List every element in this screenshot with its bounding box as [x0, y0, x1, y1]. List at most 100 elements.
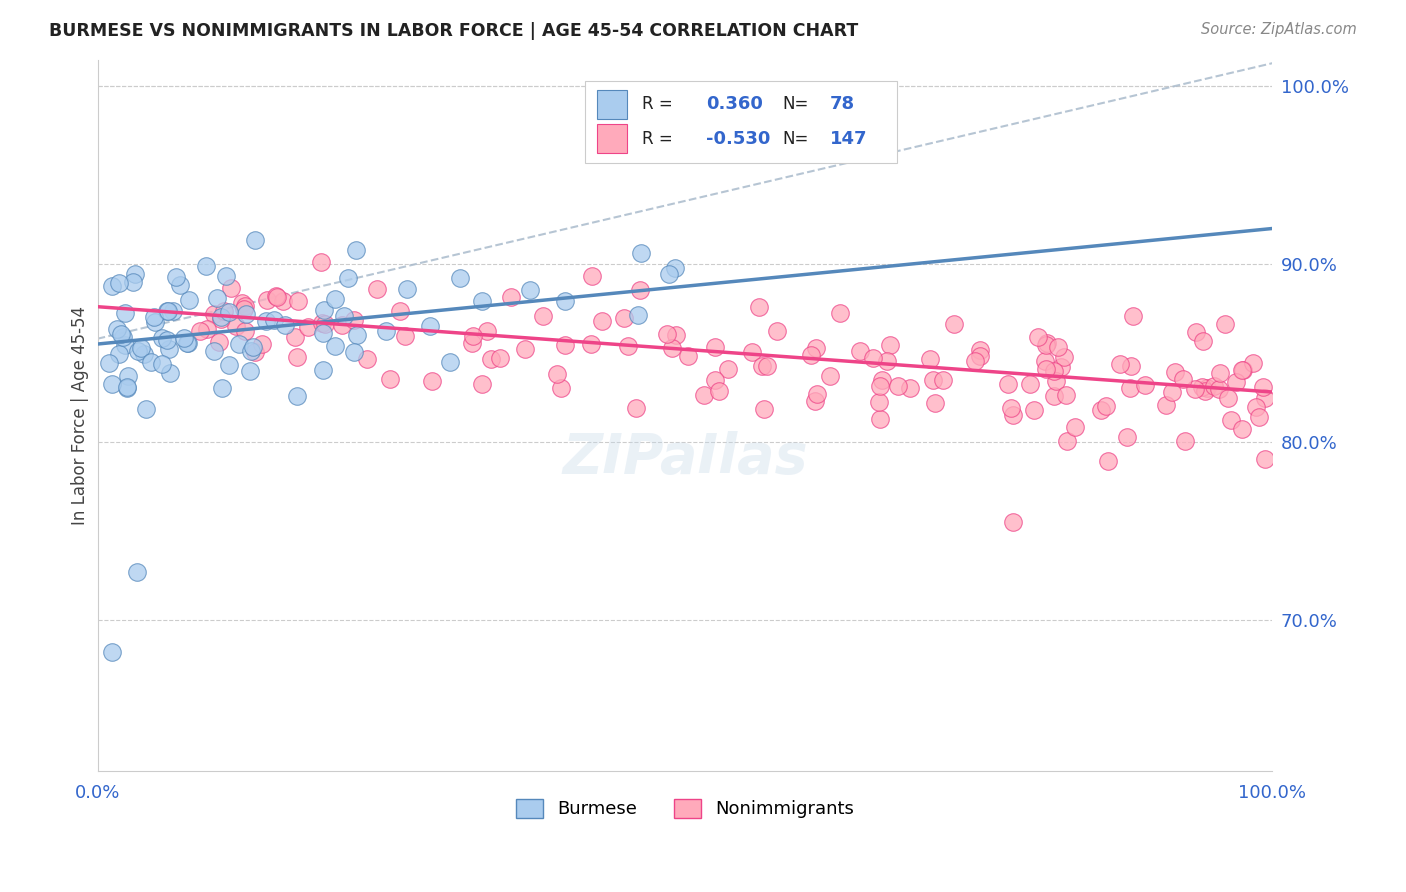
Point — [343, 313, 366, 327]
Point — [1033, 354, 1056, 368]
Point — [1192, 334, 1215, 349]
Point — [122, 275, 145, 289]
Point — [333, 310, 356, 324]
Point — [145, 315, 167, 329]
Point — [114, 305, 136, 319]
Point — [389, 304, 412, 318]
Point — [969, 343, 991, 358]
Point — [475, 324, 498, 338]
Point — [208, 335, 231, 350]
Point — [1220, 413, 1243, 427]
Point — [209, 312, 232, 326]
Point — [1001, 409, 1024, 423]
Legend: Burmese, Nonimmigrants: Burmese, Nonimmigrants — [509, 792, 862, 826]
Point — [932, 373, 955, 387]
Point — [312, 303, 335, 318]
Point — [581, 268, 603, 283]
Point — [287, 294, 309, 309]
Point — [1163, 365, 1185, 379]
Point — [264, 289, 287, 303]
Point — [1241, 356, 1264, 370]
Point — [1121, 309, 1143, 323]
Point — [665, 327, 688, 342]
Point — [101, 376, 124, 391]
Point — [1119, 359, 1142, 373]
Point — [704, 340, 727, 354]
Text: N=: N= — [783, 129, 808, 147]
Point — [1064, 420, 1087, 434]
Point — [395, 282, 418, 296]
Point — [617, 339, 640, 353]
Point — [969, 349, 991, 363]
Point — [176, 335, 198, 350]
Point — [489, 351, 512, 365]
Point — [922, 373, 945, 387]
Point — [868, 394, 890, 409]
Point — [1161, 384, 1184, 399]
Point — [501, 290, 523, 304]
Point — [1194, 384, 1216, 399]
Point — [1133, 378, 1156, 392]
Point — [1047, 340, 1070, 354]
Text: 0.360: 0.360 — [706, 95, 763, 113]
Point — [125, 565, 148, 579]
Point — [157, 342, 180, 356]
Point — [231, 296, 253, 310]
Point — [1119, 381, 1142, 395]
FancyBboxPatch shape — [585, 81, 897, 162]
Point — [195, 322, 218, 336]
Point — [202, 344, 225, 359]
Point — [239, 364, 262, 378]
Point — [309, 255, 332, 269]
Point — [751, 359, 773, 373]
Point — [115, 381, 138, 395]
Point — [658, 267, 681, 281]
Point — [1195, 380, 1218, 394]
Point — [531, 310, 554, 324]
Point — [1208, 382, 1230, 396]
Point — [111, 330, 134, 344]
Point — [546, 367, 568, 381]
Point — [1050, 359, 1073, 374]
Point — [1209, 366, 1232, 380]
Point — [273, 318, 295, 332]
Point — [271, 294, 294, 309]
Point — [228, 336, 250, 351]
Point — [139, 355, 162, 369]
Point — [704, 373, 727, 387]
Point — [346, 328, 368, 343]
Point — [285, 350, 308, 364]
Point — [394, 328, 416, 343]
Point — [156, 333, 179, 347]
Point — [804, 341, 827, 355]
Text: Source: ZipAtlas.com: Source: ZipAtlas.com — [1201, 22, 1357, 37]
Y-axis label: In Labor Force | Age 45-54: In Labor Force | Age 45-54 — [72, 306, 89, 524]
Point — [188, 324, 211, 338]
Point — [1109, 357, 1132, 371]
Point — [870, 373, 893, 387]
Point — [1225, 375, 1247, 389]
Point — [218, 305, 240, 319]
Point — [214, 304, 236, 318]
Point — [105, 322, 128, 336]
Point — [330, 318, 353, 332]
Point — [214, 268, 236, 283]
Point — [266, 290, 288, 304]
Point — [1191, 379, 1213, 393]
Point — [1202, 379, 1225, 393]
Point — [239, 344, 262, 359]
Point — [108, 276, 131, 290]
Point — [110, 326, 132, 341]
Point — [924, 396, 946, 410]
Point — [297, 320, 319, 334]
Point — [1244, 400, 1267, 414]
Point — [1254, 391, 1277, 405]
Point — [159, 366, 181, 380]
Point — [800, 348, 823, 362]
Point — [1232, 363, 1254, 377]
Point — [235, 307, 257, 321]
Point — [887, 379, 910, 393]
Point — [337, 271, 360, 285]
Point — [179, 293, 201, 307]
Point — [169, 278, 191, 293]
